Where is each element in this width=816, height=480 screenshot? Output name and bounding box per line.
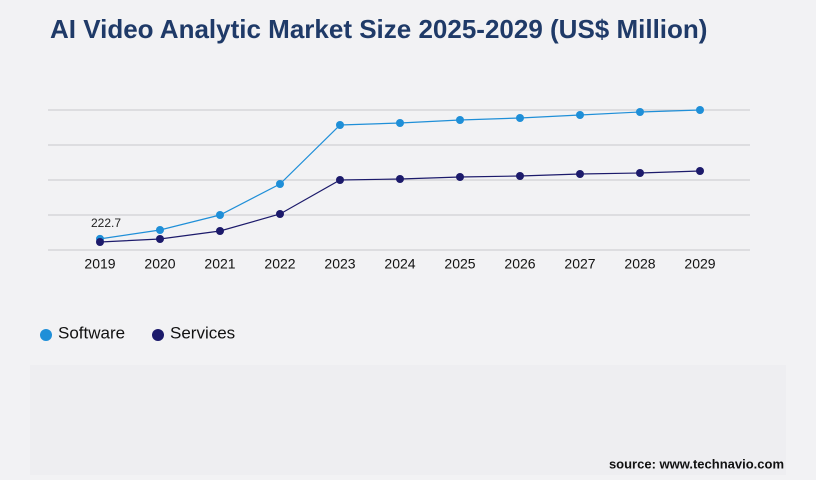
- data-point: [576, 170, 584, 178]
- data-point: [456, 116, 464, 124]
- data-point: [576, 111, 584, 119]
- legend-marker: [152, 329, 164, 341]
- data-point: [156, 226, 164, 234]
- data-point: [636, 169, 644, 177]
- data-point: [336, 121, 344, 129]
- data-point: [396, 175, 404, 183]
- data-label: 222.7: [91, 216, 121, 230]
- source: source: www.technavio.com: [609, 456, 784, 471]
- data-point: [696, 167, 704, 175]
- x-tick-label: 2026: [504, 256, 535, 272]
- data-point: [516, 114, 524, 122]
- data-point: [636, 108, 644, 116]
- x-tick-label: 2024: [384, 256, 415, 272]
- data-point: [396, 119, 404, 127]
- data-point: [456, 173, 464, 181]
- x-tick-label: 2019: [84, 256, 115, 272]
- data-point: [276, 210, 284, 218]
- chart-title: AI Video Analytic Market Size 2025-2029 …: [50, 14, 707, 44]
- x-tick-label: 2028: [624, 256, 655, 272]
- x-tick-label: 2029: [684, 256, 715, 272]
- legend-marker: [40, 329, 52, 341]
- x-tick-label: 2020: [144, 256, 175, 272]
- x-tick-label: 2025: [444, 256, 475, 272]
- x-tick-label: 2022: [264, 256, 295, 272]
- legend-label: Services: [170, 323, 235, 342]
- data-point: [276, 180, 284, 188]
- data-point: [216, 227, 224, 235]
- x-tick-label: 2027: [564, 256, 595, 272]
- data-point: [96, 238, 104, 246]
- data-point: [336, 176, 344, 184]
- data-point: [696, 106, 704, 114]
- x-tick-label: 2021: [204, 256, 235, 272]
- data-point: [216, 211, 224, 219]
- legend-label: Software: [58, 323, 125, 342]
- x-tick-label: 2023: [324, 256, 355, 272]
- data-point: [516, 172, 524, 180]
- panel: [30, 365, 786, 475]
- data-point: [156, 235, 164, 243]
